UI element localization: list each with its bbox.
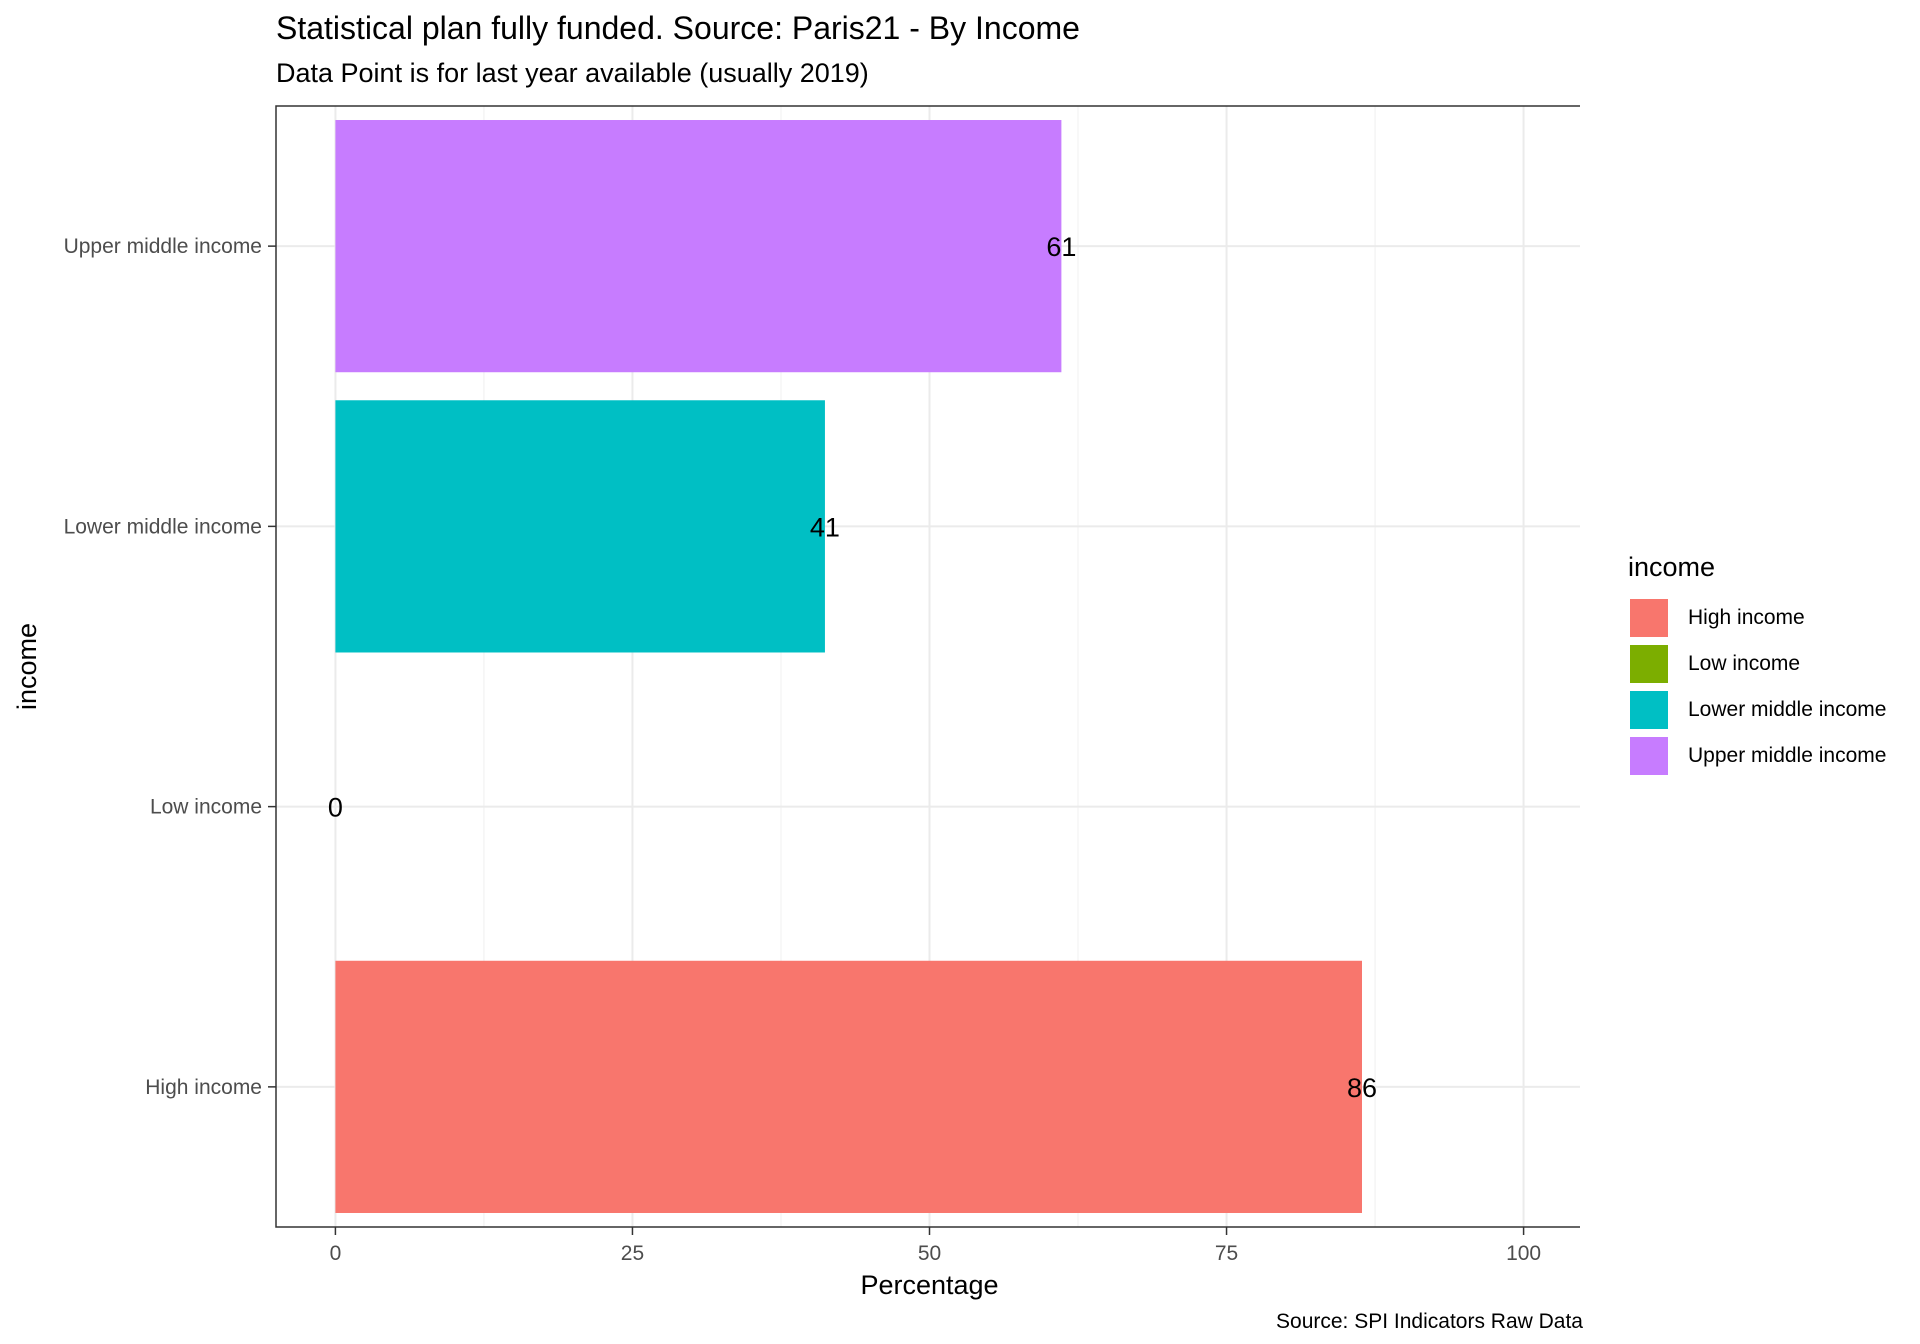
x-tick-label: 75 [1215,1242,1238,1265]
bar-upper-middle-income [335,120,1062,373]
legend-item: Upper middle income [1628,733,1886,779]
data-label: 61 [1046,232,1076,262]
legend-item: Low income [1628,641,1886,687]
chart-caption: Source: SPI Indicators Raw Data [1276,1310,1583,1333]
data-labels: 86 0 41 61 [328,232,1377,1103]
legend-items: High income Low income Lower middle income… [1628,595,1886,779]
y-tick-label: High income [145,1076,262,1099]
x-axis: 0 25 50 75 100 [330,1227,1541,1265]
x-tick-label: 100 [1506,1242,1541,1265]
y-tick-label: Lower middle income [64,515,262,538]
y-axis-title: income [12,623,42,710]
bar-lower-middle-income [335,400,825,653]
legend: income High income Low income Lower middle… [1628,552,1886,779]
data-label: 0 [328,793,343,823]
legend-title: income [1628,552,1716,582]
x-tick-label: 0 [330,1242,342,1265]
y-tick-label: Low income [150,796,262,819]
x-tick-label: 25 [621,1242,644,1265]
chart-subtitle: Data Point is for last year available (u… [276,58,869,88]
bar-chart: 86 0 41 61 High income Low income Lower middl… [12,105,1580,1300]
bar-high-income [335,960,1362,1213]
legend-label: Upper middle income [1688,744,1887,767]
legend-item: Lower middle income [1628,687,1886,733]
y-tick-label: Upper middle income [64,235,262,258]
data-label: 41 [810,512,840,542]
legend-key [1628,689,1670,731]
x-tick-label: 50 [918,1242,941,1265]
legend-item: High income [1628,595,1886,641]
legend-label: Low income [1688,652,1801,675]
chart-title: Statistical plan fully funded. Source: P… [276,10,1080,46]
bars [335,120,1362,1213]
legend-label: Lower middle income [1688,698,1887,721]
data-label: 86 [1347,1073,1377,1103]
legend-key [1628,735,1670,777]
y-axis: High income Low income Lower middle income… [64,235,276,1099]
legend-key [1628,597,1670,639]
x-axis-title: Percentage [860,1270,998,1300]
legend-key [1628,643,1670,685]
legend-label: High income [1688,606,1805,629]
